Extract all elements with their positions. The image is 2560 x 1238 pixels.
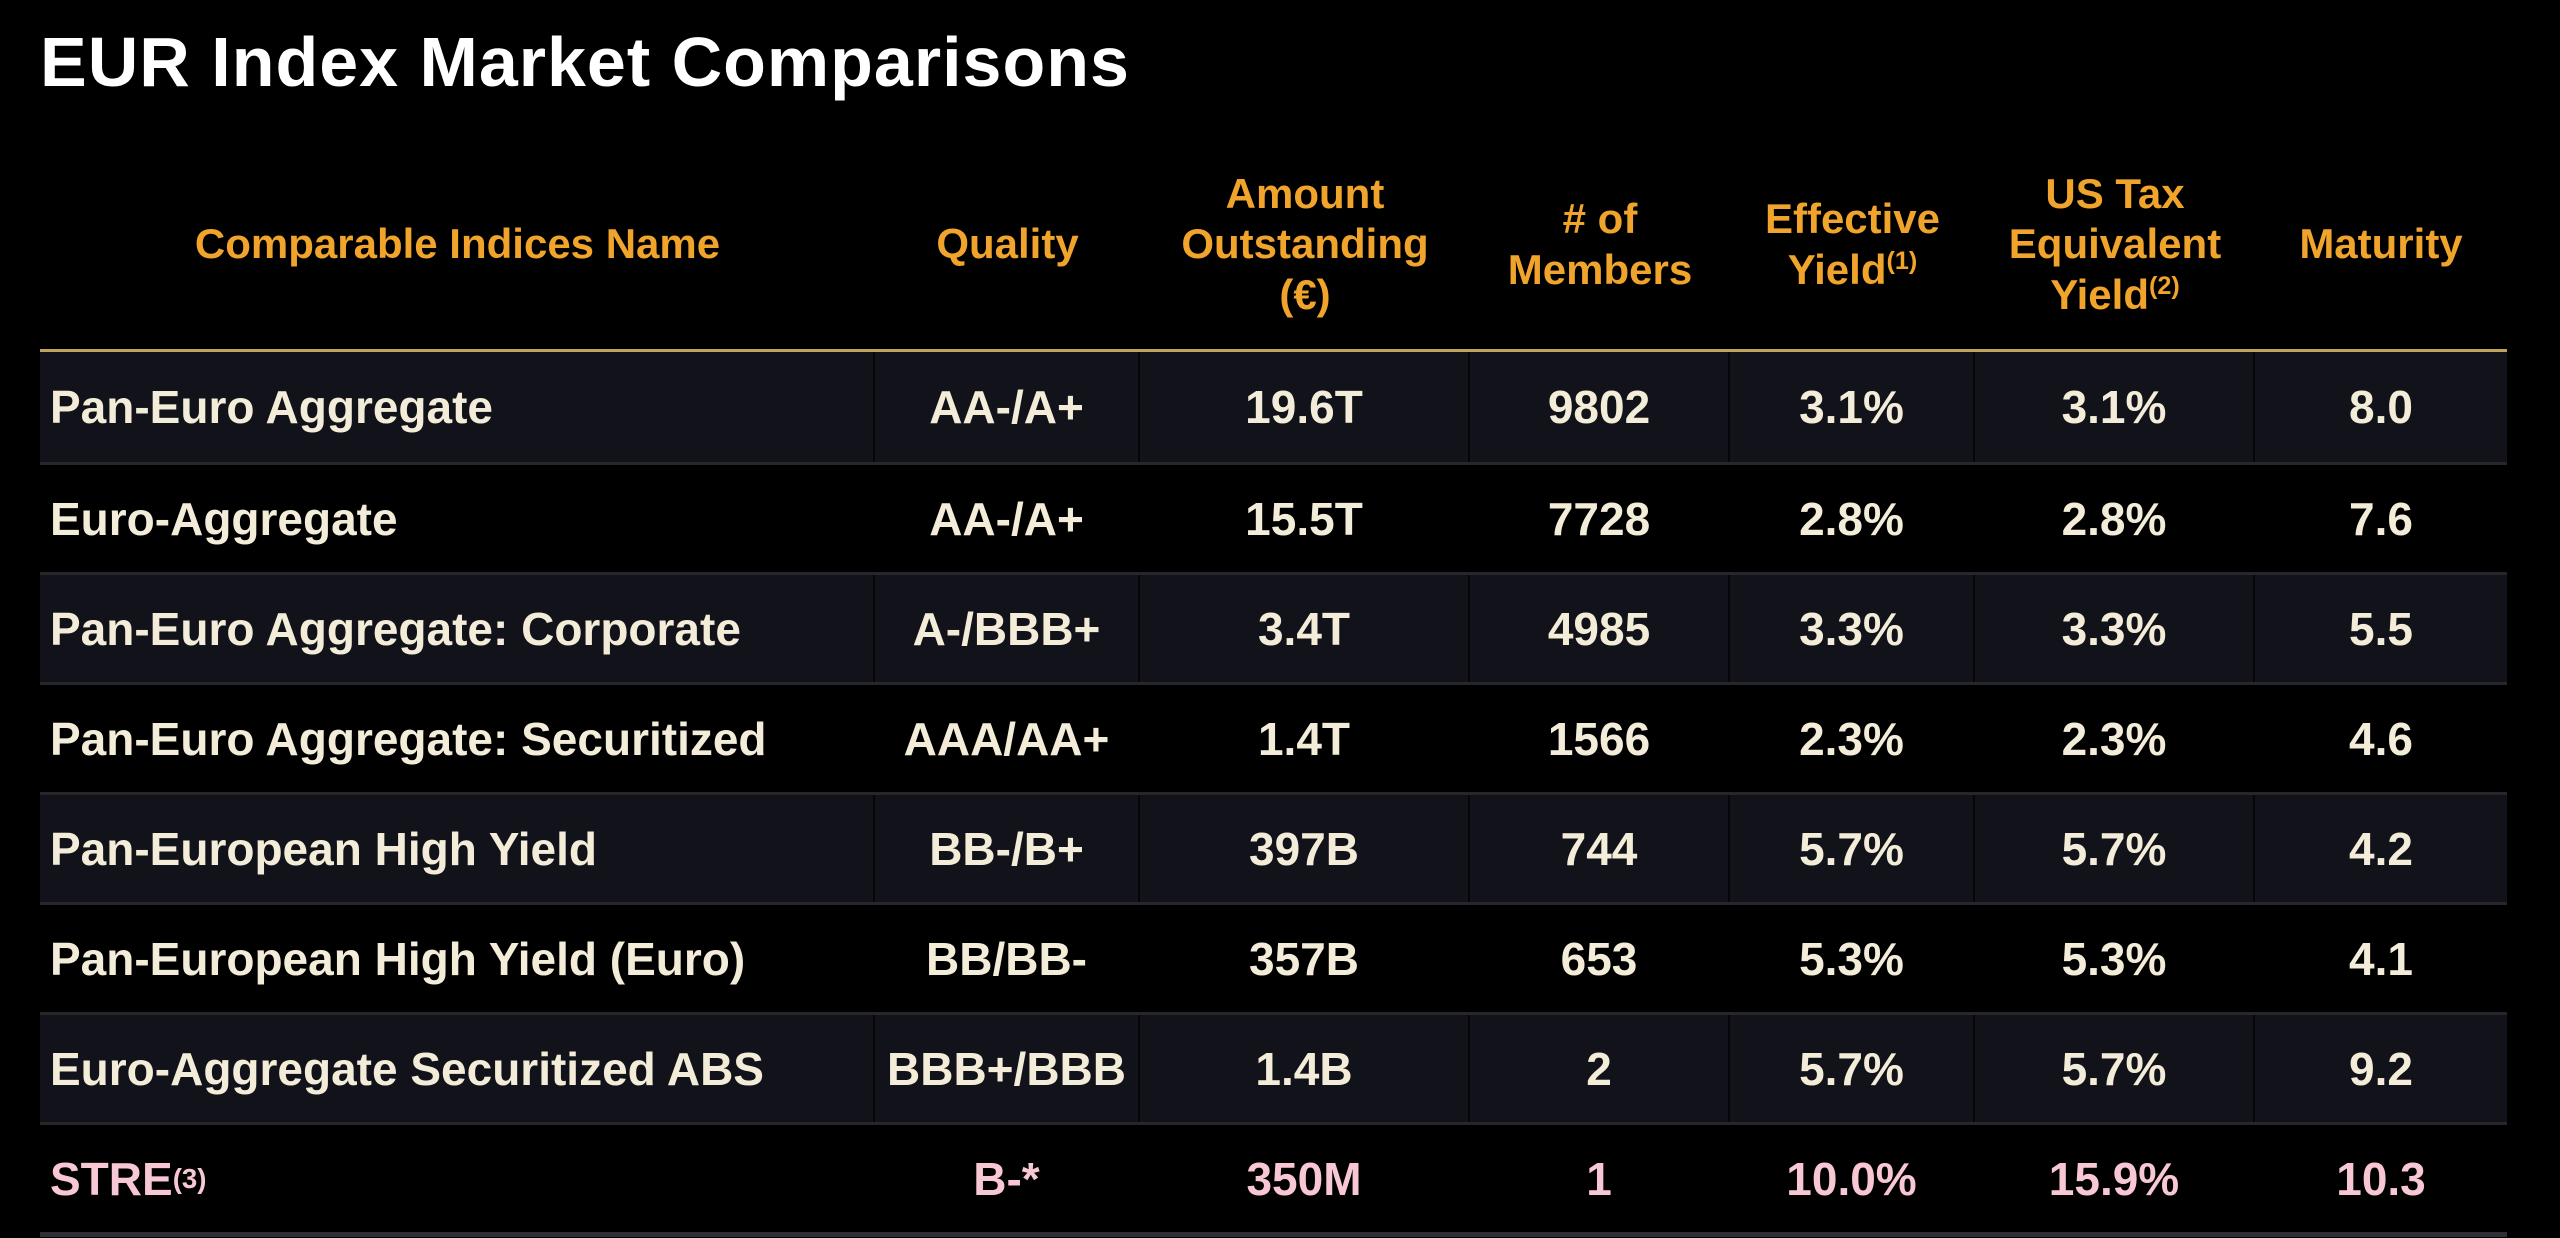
cell-amount_outstanding_eur: 19.6T [1140,352,1470,462]
cell-name: Pan-Euro Aggregate [40,352,875,462]
table-row: Pan-Euro Aggregate AA-/A+ 19.6T 9802 3.1% 3.1… [40,352,2507,462]
cell-name: Euro-Aggregate Securitized ABS [40,1015,875,1122]
cell-quality: B-* [875,1125,1140,1232]
cell-quality: BB/BB- [875,905,1140,1012]
cell-num_members: 4985 [1470,575,1730,682]
cell-num_members: 2 [1470,1015,1730,1122]
cell-effective_yield: 3.3% [1730,575,1975,682]
cell-us_tax_equivalent_yield: 15.9% [1975,1125,2255,1232]
column-header-quality: Quality [936,220,1079,268]
cell-amount_outstanding_eur: 357B [1140,905,1470,1012]
cell-name: STRE (3) [40,1125,875,1232]
cell-maturity: 5.5 [2349,602,2413,655]
cell-amount_outstanding_eur: 1.4B [1140,1015,1470,1122]
cell-quality: BBB+/BBB [875,1015,1140,1122]
table-row: Euro-Aggregate Securitized ABS BBB+/BBB 1.… [40,1012,2507,1122]
cell-effective_yield: 3.1% [1730,352,1975,462]
cell-amount_outstanding_eur: 350M [1140,1125,1470,1232]
cell-name: Pan-European High Yield (Euro) [40,905,875,1012]
cell-us_tax_equivalent_yield: 2.3% [1975,685,2255,792]
cell-quality: AAA/AA+ [875,685,1140,792]
cell-us_tax_equivalent_yield: 5.7% [1975,1015,2255,1122]
table-row: Pan-Euro Aggregate: Securitized AAA/AA+ 1.… [40,682,2507,792]
column-header-us_tax_equivalent_yield: US Tax Equivalent Yield(2) [2008,169,2222,318]
cell-amount_outstanding_eur: 1.4T [1140,685,1470,792]
cell-num_members: 7728 [1470,465,1730,572]
comparison-table: Comparable Indices Name Quality Amount Outs… [40,140,2507,1237]
cell-maturity: 7.6 [2349,492,2413,545]
table-row: Pan-European High Yield (Euro) BB/BB- 357B… [40,902,2507,1012]
cell-us_tax_equivalent_yield: 3.3% [1975,575,2255,682]
header-footnote-superscript: (1) [1886,246,1918,275]
cell-name: Pan-European High Yield [40,795,875,902]
column-header-num_members: # of Members [1507,195,1693,293]
cell-num_members: 9802 [1470,352,1730,462]
table-body: Pan-Euro Aggregate AA-/A+ 19.6T 9802 3.1% 3.1… [40,352,2507,1237]
table-row: Pan-Euro Aggregate: Corporate A-/BBB+ 3.4T… [40,572,2507,682]
cell-us_tax_equivalent_yield: 5.3% [1975,905,2255,1012]
cell-effective_yield: 2.3% [1730,685,1975,792]
table-header-row: Comparable Indices Name Quality Amount Outs… [40,140,2507,352]
cell-maturity: 4.2 [2349,822,2413,875]
cell-num_members: 1566 [1470,685,1730,792]
cell-quality: A-/BBB+ [875,575,1140,682]
table-row-highlight: STRE (3) B-* 350M 1 10.0% 15.9% 10.3 [40,1122,2507,1232]
cell-us_tax_equivalent_yield: 5.7% [1975,795,2255,902]
cell-maturity: 4.6 [2349,712,2413,765]
cell-amount_outstanding_eur: 397B [1140,795,1470,902]
cell-us_tax_equivalent_yield: 2.8% [1975,465,2255,572]
column-header-maturity: Maturity [2299,220,2463,268]
cell-us_tax_equivalent_yield: 3.1% [1975,352,2255,462]
cell-maturity: 9.2 [2349,1042,2413,1095]
cell-quality: BB-/B+ [875,795,1140,902]
cell-maturity: 10.3 [2336,1152,2426,1205]
cell-quality: AA-/A+ [875,352,1140,462]
cell-amount_outstanding_eur: 3.4T [1140,575,1470,682]
cell-name: Euro-Aggregate [40,465,875,572]
column-header-amount_outstanding_eur: Amount Outstanding (€) [1181,169,1429,318]
cell-maturity: 8.0 [2349,381,2413,433]
page-title: EUR Index Market Comparisons [40,23,1130,101]
column-header-name: Comparable Indices Name [194,220,721,268]
cell-effective_yield: 2.8% [1730,465,1975,572]
cell-num_members: 744 [1470,795,1730,902]
cell-maturity: 4.1 [2349,932,2413,985]
cell-effective_yield: 5.7% [1730,795,1975,902]
table-row: Euro-Aggregate AA-/A+ 15.5T 7728 2.8% 2.8% 7.6 [40,462,2507,572]
cell-name: Pan-Euro Aggregate: Corporate [40,575,875,682]
cell-name: Pan-Euro Aggregate: Securitized [40,685,875,792]
cell-effective_yield: 5.7% [1730,1015,1975,1122]
cell-num_members: 1 [1470,1125,1730,1232]
cell-num_members: 653 [1470,905,1730,1012]
cell-amount_outstanding_eur: 15.5T [1140,465,1470,572]
header-footnote-superscript: (2) [2149,271,2180,300]
cell-effective_yield: 10.0% [1730,1125,1975,1232]
cell-effective_yield: 5.3% [1730,905,1975,1012]
cell-quality: AA-/A+ [875,465,1140,572]
table-row: Pan-European High Yield BB-/B+ 397B 744 5.7%… [40,792,2507,902]
column-header-effective_yield: Effective Yield(1) [1764,195,1941,293]
